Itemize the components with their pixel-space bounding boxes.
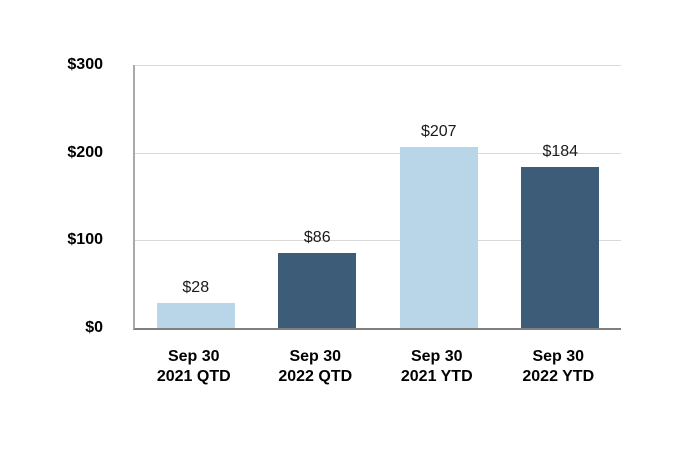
y-tick-label: $100 bbox=[67, 231, 103, 249]
gridline bbox=[135, 152, 621, 154]
bar bbox=[399, 146, 478, 328]
y-tick-label: $0 bbox=[85, 319, 103, 336]
gridline bbox=[135, 65, 621, 66]
bar bbox=[156, 303, 235, 328]
data-label: $207 bbox=[420, 122, 457, 140]
data-label: $184 bbox=[542, 142, 579, 160]
y-tick-label: $300 bbox=[67, 56, 103, 73]
gridline bbox=[135, 240, 621, 242]
x-axis-labels: Sep 30 2021 QTD Sep 30 2022 QTD Sep 30 2021 Y… bbox=[133, 347, 619, 391]
bar bbox=[521, 166, 600, 328]
plot-area: $28 $86 $207 $184 bbox=[133, 65, 621, 330]
x-category-label: Sep 30 2021 YTD bbox=[400, 348, 473, 385]
bar bbox=[278, 252, 357, 328]
y-tick-label: $200 bbox=[67, 143, 103, 161]
data-label: $28 bbox=[182, 279, 210, 297]
x-category-label: Sep 30 2022 YTD bbox=[522, 348, 595, 385]
x-category-label: Sep 30 2021 QTD bbox=[156, 348, 231, 385]
x-category-label: Sep 30 2022 QTD bbox=[278, 348, 353, 385]
data-label: $86 bbox=[303, 228, 331, 246]
y-axis-labels: $0 $100 $200 $300 bbox=[0, 0, 103, 452]
